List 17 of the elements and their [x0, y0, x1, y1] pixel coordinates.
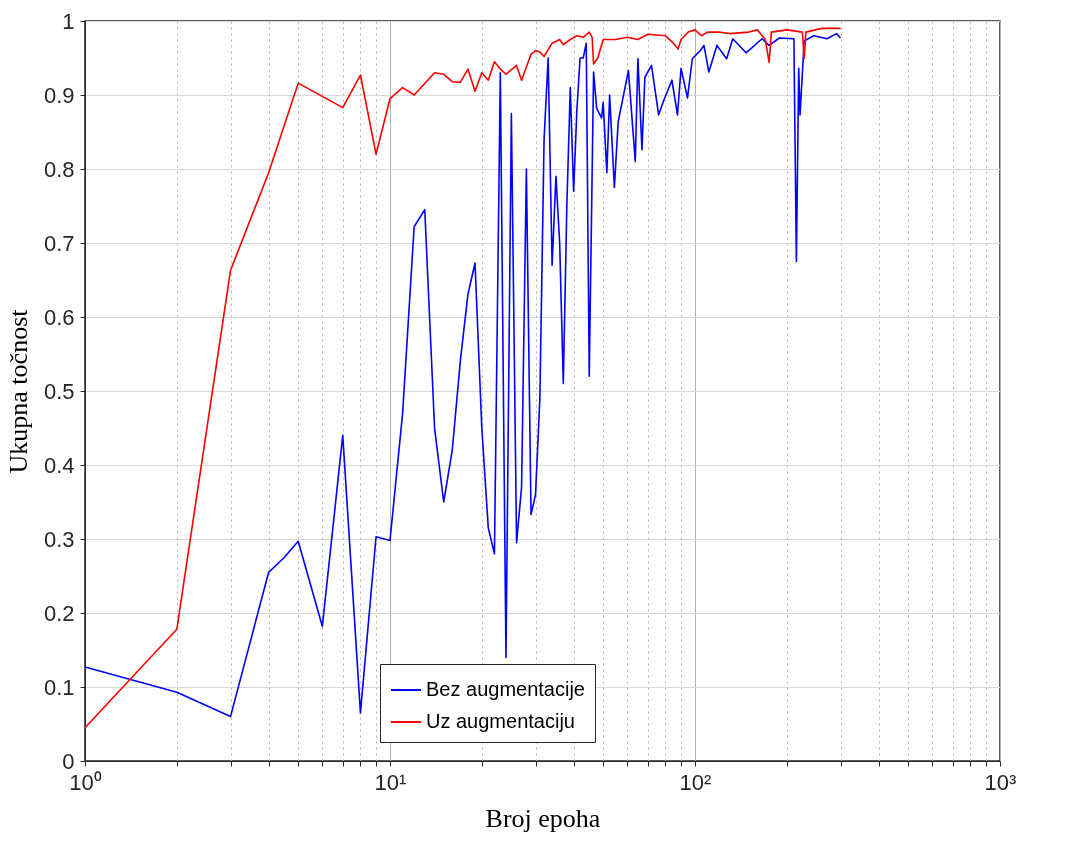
y-tick-label: 0.5	[43, 378, 75, 404]
y-tick-label: 0.3	[43, 526, 75, 552]
y-tick-label: 0.6	[43, 304, 75, 330]
x-tick-label: 10¹	[374, 769, 407, 795]
legend-label: Bez augmentacije	[426, 678, 585, 700]
legend-label: Uz augmentaciju	[426, 710, 575, 732]
y-tick-label: 0.1	[43, 674, 75, 700]
y-axis-title: Ukupna točnost	[3, 308, 33, 474]
y-tick-label: 0.8	[43, 156, 75, 182]
x-tick-label: 10²	[679, 769, 712, 795]
x-axis-title: Broj epoha	[485, 803, 601, 833]
y-tick-label: 1	[62, 8, 75, 34]
y-tick-label: 0.7	[43, 230, 75, 256]
x-tick-label: 10³	[984, 769, 1017, 795]
y-tick-label: 0.9	[43, 82, 75, 108]
y-tick-label: 0.4	[43, 452, 75, 478]
y-tick-label: 0.2	[43, 600, 75, 626]
